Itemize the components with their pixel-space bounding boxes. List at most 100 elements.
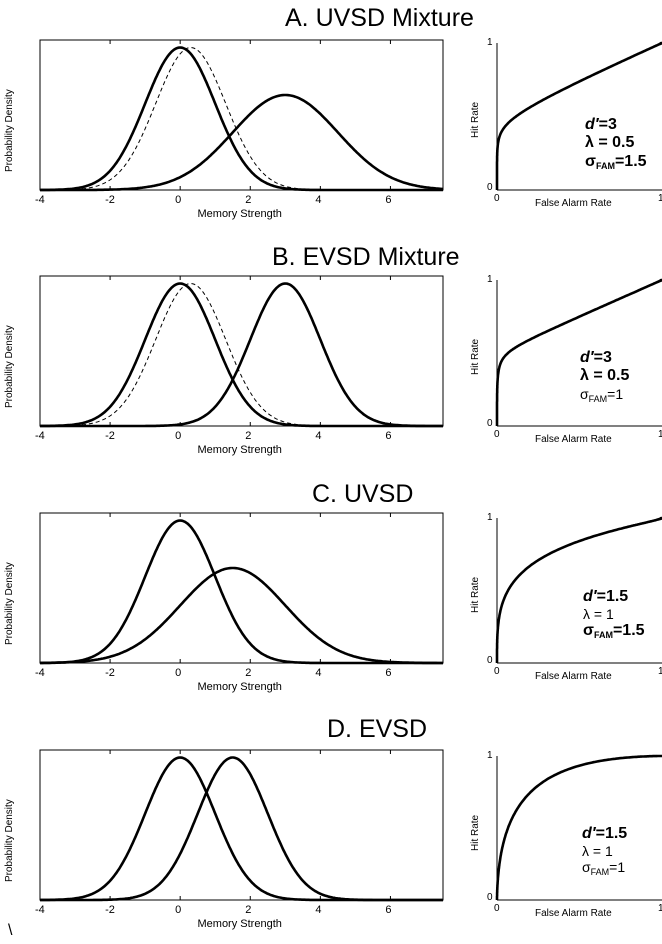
param-sigma-fam: σFAM=1 [580, 385, 624, 404]
roc-xtick-left: 0 [494, 903, 500, 914]
roc-xtick-right: 1 [658, 903, 662, 914]
roc-ylabel: Hit Rate [470, 814, 481, 851]
density-xtick-label: 4 [315, 904, 322, 916]
density-xtick-label: 4 [315, 667, 322, 679]
density-xlabel: Memory Strength [197, 681, 282, 693]
density-xtick-label: 0 [175, 430, 182, 442]
density-xlabel: Memory Strength [197, 918, 282, 930]
density-xtick-label: 6 [385, 430, 392, 442]
roc-xtick-left: 0 [494, 193, 500, 204]
density-ylabel: Probability Density [4, 799, 15, 882]
density-xtick-label: -4 [35, 667, 45, 679]
density-xtick-label: -4 [35, 430, 45, 442]
density-curve [39, 519, 443, 665]
roc-curve [495, 754, 662, 900]
density-xtick-label: -2 [105, 430, 115, 442]
density-xtick-label: 4 [315, 194, 322, 206]
panel-title-d: D. EVSD [327, 715, 428, 743]
roc-parameters: d′=3 λ = 0.5 σFAM=1.5 [585, 116, 647, 171]
density-curve [39, 282, 443, 428]
density-plot-frame [39, 749, 444, 901]
density-xtick-label: 6 [385, 194, 392, 206]
density-xtick-label: -4 [35, 904, 45, 916]
density-curve [40, 756, 443, 902]
roc-curve [495, 41, 662, 190]
param-sigma-fam: σFAM=1.5 [583, 622, 645, 641]
param-d-prime: d′=3 [585, 116, 617, 133]
roc-xlabel: False Alarm Rate [535, 671, 612, 682]
roc-parameters: d′=1.5 λ = 1 σFAM=1.5 [583, 588, 645, 641]
density-xtick-label: -2 [105, 667, 115, 679]
density-curve [40, 282, 443, 428]
param-sigma-fam: σFAM=1.5 [585, 152, 647, 171]
roc-ytick-top: 1 [487, 750, 493, 761]
param-d-prime: d′=1.5 [582, 825, 628, 842]
density-xtick-label: 2 [245, 904, 252, 916]
density-xtick-label: 0 [175, 904, 182, 916]
density-curve-dashed [40, 282, 443, 427]
param-lambda: λ = 0.5 [580, 367, 630, 385]
roc-curve [495, 516, 662, 663]
panel-d [39, 749, 662, 902]
density-xtick-label: 0 [175, 667, 182, 679]
roc-xlabel: False Alarm Rate [535, 198, 612, 209]
roc-parameters: d′=1.5 λ = 1 σFAM=1 [582, 825, 627, 878]
density-xtick-label: 6 [385, 667, 392, 679]
panel-c [39, 512, 662, 665]
density-ylabel: Probability Density [4, 89, 15, 172]
density-xtick-label: -4 [35, 194, 45, 206]
roc-ytick-top: 1 [487, 37, 493, 48]
roc-xlabel: False Alarm Rate [535, 908, 612, 919]
panel-title-a: A. UVSD Mixture [285, 4, 474, 32]
density-xtick-label: 6 [385, 904, 392, 916]
density-xtick-label: 2 [245, 667, 252, 679]
roc-ytick-bottom: 0 [487, 655, 493, 666]
density-curve [39, 46, 443, 192]
panel-title-c: C. UVSD [312, 480, 414, 508]
roc-parameters: d′=3 λ = 0.5 σFAM=1 [580, 349, 629, 404]
density-curve [40, 566, 443, 665]
density-ylabel: Probability Density [4, 562, 15, 645]
roc-ylabel: Hit Rate [470, 101, 481, 138]
roc-xtick-left: 0 [494, 666, 500, 677]
density-curve [40, 93, 443, 192]
stray-backslash-mark: \ [8, 922, 13, 939]
density-plot-frame [39, 512, 444, 664]
density-curve [39, 756, 443, 902]
density-ylabel: Probability Density [4, 325, 15, 408]
param-lambda: λ = 0.5 [585, 134, 635, 152]
density-plot-frame [39, 39, 444, 191]
density-xlabel: Memory Strength [197, 444, 282, 456]
roc-ytick-bottom: 0 [487, 182, 493, 193]
roc-ytick-bottom: 0 [487, 892, 493, 903]
roc-ylabel: Hit Rate [470, 338, 481, 375]
roc-xtick-right: 1 [658, 193, 662, 204]
param-d-prime: d′=3 [580, 349, 612, 366]
roc-ytick-top: 1 [487, 274, 493, 285]
roc-xtick-right: 1 [658, 429, 662, 440]
param-lambda: λ = 1 [582, 843, 613, 860]
roc-ytick-top: 1 [487, 512, 493, 523]
density-xtick-label: 0 [175, 194, 182, 206]
density-xtick-label: -2 [105, 904, 115, 916]
param-lambda: λ = 1 [583, 606, 614, 623]
density-xtick-label: 4 [315, 430, 322, 442]
roc-ylabel: Hit Rate [470, 576, 481, 613]
density-xtick-label: 2 [245, 430, 252, 442]
density-plot-frame [39, 275, 444, 427]
roc-ytick-bottom: 0 [487, 418, 493, 429]
roc-xtick-right: 1 [658, 666, 662, 677]
panel-b [39, 275, 662, 428]
roc-xlabel: False Alarm Rate [535, 434, 612, 445]
roc-curve [495, 278, 662, 426]
panel-a [39, 39, 662, 192]
density-xlabel: Memory Strength [197, 208, 282, 220]
panel-title-b: B. EVSD Mixture [272, 243, 460, 271]
density-xtick-label: -2 [105, 194, 115, 206]
param-d-prime: d′=1.5 [583, 588, 629, 605]
roc-xtick-left: 0 [494, 429, 500, 440]
param-sigma-fam: σFAM=1 [582, 859, 626, 878]
density-xtick-label: 2 [245, 194, 252, 206]
density-curve-dashed [40, 46, 443, 191]
